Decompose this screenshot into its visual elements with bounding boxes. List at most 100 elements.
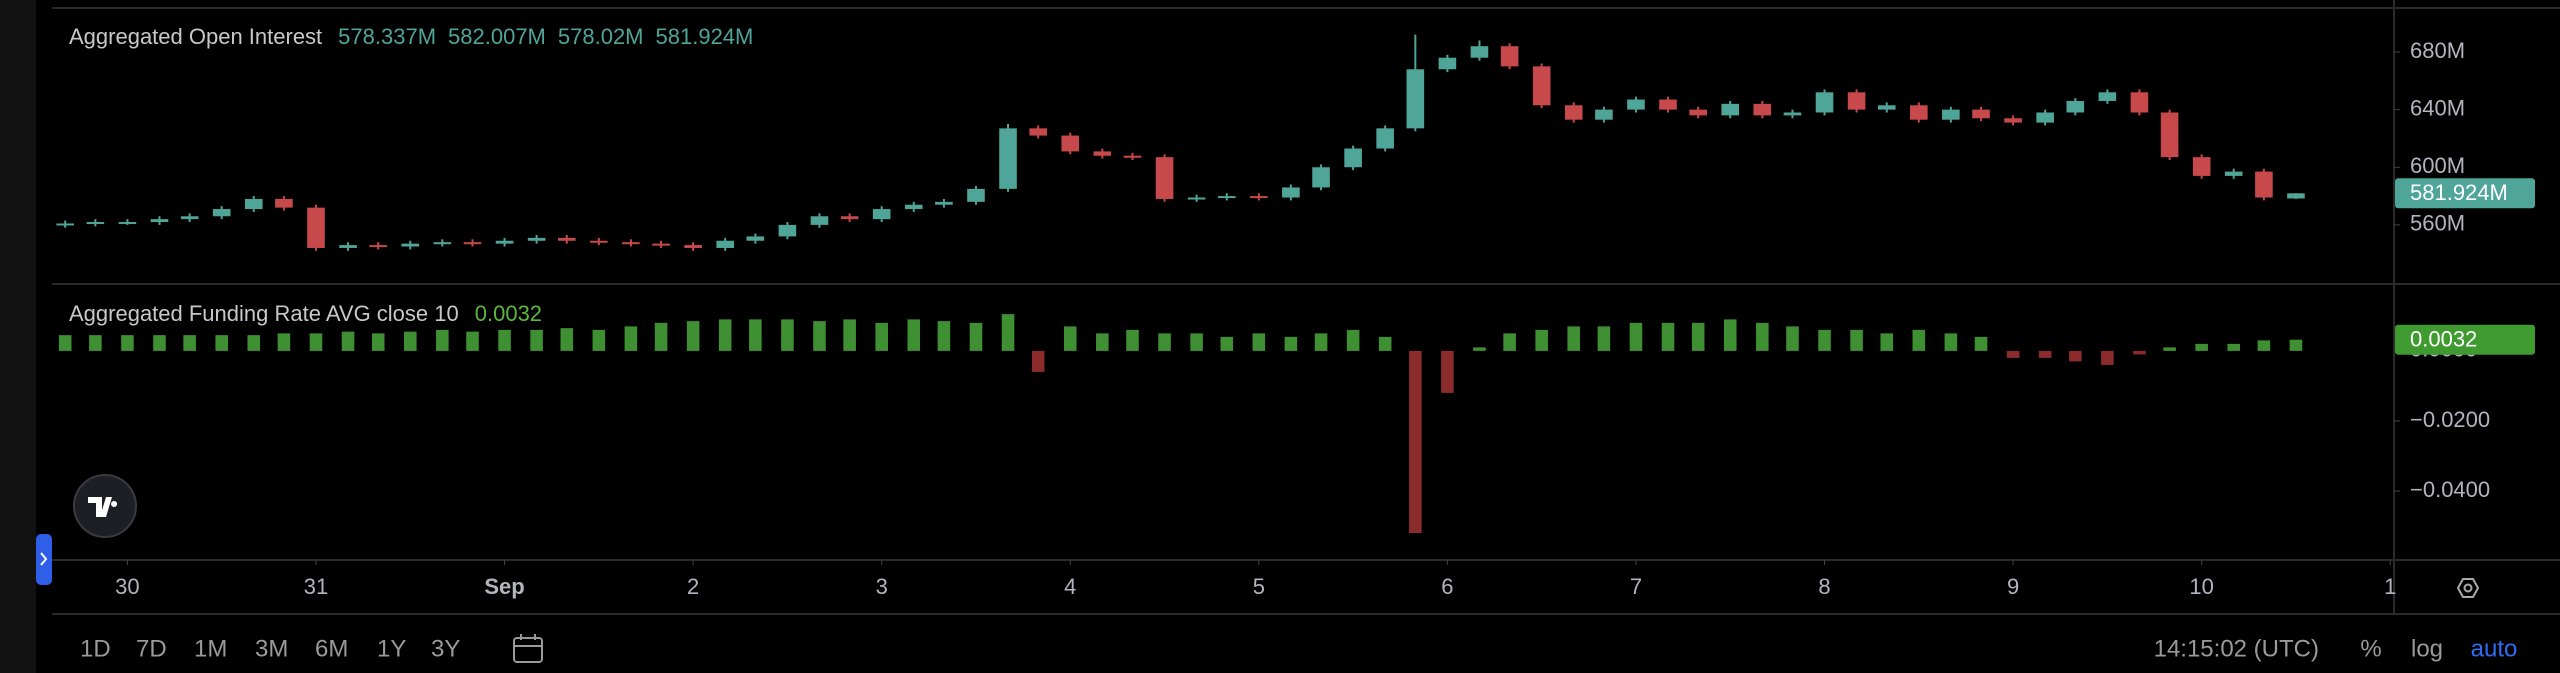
candle-body <box>2004 118 2022 123</box>
pane-title: Aggregated Open Interest 578.337M 582.007M… <box>69 24 753 49</box>
sidebar-toggle[interactable] <box>36 534 52 585</box>
last-value-label: 0.0032 <box>2410 327 2477 352</box>
range-button[interactable]: 3M <box>255 635 288 662</box>
candle-body <box>212 209 231 217</box>
percent-toggle[interactable]: % <box>2360 635 2381 662</box>
funding-bar <box>1284 336 1298 351</box>
funding-bar <box>907 319 921 351</box>
candle-body <box>1376 128 1394 149</box>
candle-body <box>1721 103 1740 116</box>
candle-body <box>1910 105 1928 120</box>
funding-bar <box>875 322 888 351</box>
candle-body <box>2098 92 2117 101</box>
clock[interactable]: 14:15:02 (UTC) <box>2154 635 2319 662</box>
funding-bar <box>89 335 102 351</box>
x-tick-label: 1 <box>2384 574 2396 599</box>
funding-bar <box>592 329 606 351</box>
candle-body <box>1783 112 1802 116</box>
candle-body <box>369 245 388 248</box>
candle-body <box>527 237 546 241</box>
x-tick-label: 4 <box>1064 574 1076 599</box>
candle-body <box>810 216 829 225</box>
x-tick-label: 3 <box>876 574 888 599</box>
frame <box>52 0 2560 615</box>
funding-bar <box>121 335 134 351</box>
candle-body <box>1753 103 1772 116</box>
range-button[interactable]: 1Y <box>377 635 406 662</box>
funding-bar <box>1974 336 1988 351</box>
tv-logo[interactable] <box>73 474 137 538</box>
date-range-icon[interactable] <box>513 634 543 663</box>
auto-toggle[interactable]: auto <box>2471 635 2518 662</box>
y-tick-label: −0.0200 <box>2410 407 2490 432</box>
candle-body <box>1061 135 1080 152</box>
high-label: 582.007M <box>448 24 546 49</box>
range-button[interactable]: 1D <box>80 635 111 662</box>
candle-body <box>463 242 482 245</box>
candle-body <box>1344 148 1362 168</box>
candle-body <box>56 223 74 226</box>
toggle-arrow <box>40 552 48 566</box>
candle-body <box>1155 157 1174 199</box>
funding-bar <box>403 331 417 351</box>
y-tick-label: 560M <box>2410 211 2465 236</box>
range-button[interactable]: 7D <box>136 635 167 662</box>
funding-bar <box>183 335 196 351</box>
funding-bar <box>1629 322 1643 351</box>
sidebar <box>0 0 36 673</box>
funding-bar <box>1001 314 1015 351</box>
open-label: 578.337M <box>338 24 436 49</box>
funding-bar <box>1691 322 1705 351</box>
plot: 560M600M640M680M581.924M0.0000−0.0200−0.… <box>56 34 2535 599</box>
candle-body <box>244 198 263 210</box>
candle-body <box>2130 92 2149 113</box>
funding-bar <box>749 319 762 351</box>
funding-bar <box>1661 322 1675 351</box>
funding-bar <box>466 331 479 351</box>
funding-bar <box>530 329 543 351</box>
funding-bar <box>153 335 166 351</box>
candle-body <box>275 198 293 208</box>
candle-body <box>1500 46 1519 67</box>
title: Aggregated Funding Rate AVG close 10 <box>69 301 459 326</box>
funding-bar <box>560 328 574 351</box>
funding-bar <box>1441 350 1454 393</box>
settings-icon[interactable] <box>2456 578 2480 598</box>
candle-body <box>778 224 797 237</box>
candle-body <box>2255 171 2273 198</box>
funding-bar <box>813 321 826 351</box>
funding-bar <box>1314 333 1328 351</box>
funding-bar <box>2038 350 2052 358</box>
candle-body <box>433 242 452 245</box>
range-button[interactable]: 3Y <box>431 635 460 662</box>
candle-body <box>1217 196 1236 199</box>
funding-bar <box>843 319 856 351</box>
candle-body <box>2160 112 2179 158</box>
funding-bar <box>436 329 449 351</box>
candle-body <box>1406 69 1425 129</box>
candle-body <box>2224 171 2243 176</box>
candle-body <box>1659 99 1677 110</box>
x-tick-label: 30 <box>115 574 139 599</box>
log-toggle[interactable]: log <box>2411 635 2443 662</box>
funding-bar <box>2163 347 2176 351</box>
funding-bar <box>1818 329 1831 351</box>
funding-bar <box>1723 319 1737 351</box>
candle-body <box>1093 151 1112 156</box>
funding-bar <box>1096 333 1109 351</box>
candle-body <box>401 243 420 247</box>
candle-body <box>339 245 357 248</box>
candle-body <box>872 209 891 220</box>
candle-body <box>1595 109 1613 120</box>
last-price-label: 581.924M <box>2410 180 2508 205</box>
funding-bar <box>1409 350 1422 534</box>
last-value-box <box>2395 324 2535 355</box>
candle-body <box>716 240 734 248</box>
candle-body <box>622 242 640 245</box>
range-button[interactable]: 1M <box>194 635 227 662</box>
candle-body <box>1847 92 1866 110</box>
range-button[interactable]: 6M <box>315 635 348 662</box>
candle-body <box>1123 155 1142 158</box>
funding-bar <box>371 333 385 351</box>
candle-body <box>1972 109 1990 119</box>
